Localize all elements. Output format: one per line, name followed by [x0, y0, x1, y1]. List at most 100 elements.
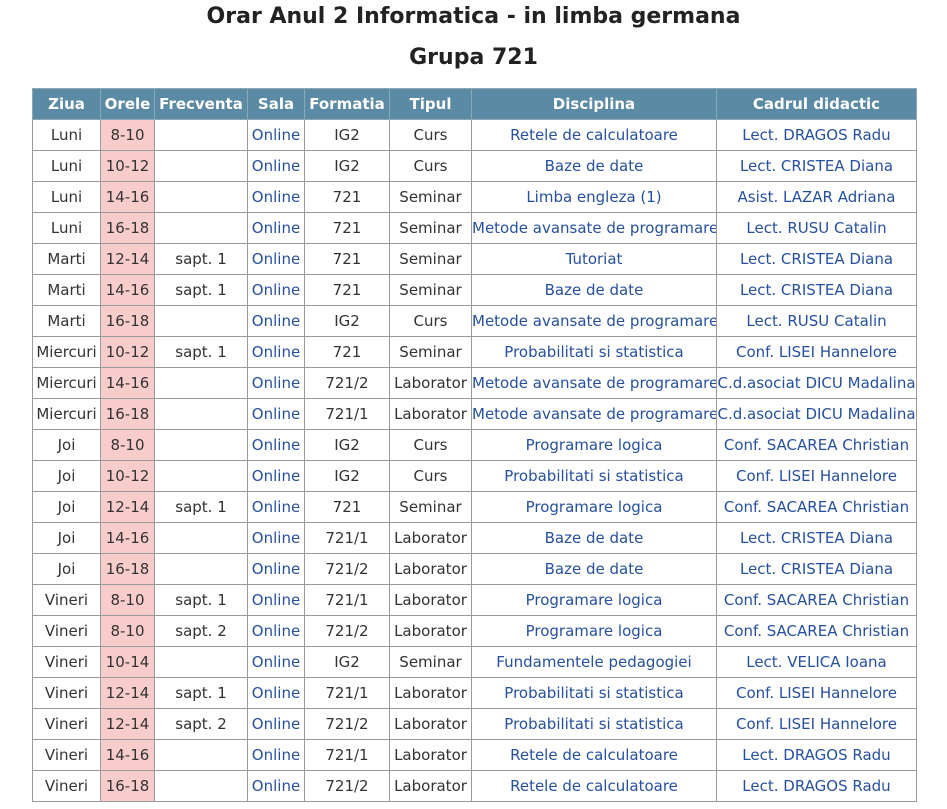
course-link[interactable]: Limba engleza (1)	[471, 181, 717, 213]
teacher-link[interactable]: Conf. LISEI Hannelore	[716, 460, 917, 492]
teacher-link[interactable]: Conf. SACAREA Christian	[716, 491, 917, 523]
course-link[interactable]: Baze de date	[471, 522, 717, 554]
hours-cell: 14-16	[100, 522, 155, 554]
teacher-link[interactable]: Lect. CRISTEA Diana	[716, 553, 917, 585]
room-link[interactable]: Online	[247, 212, 305, 244]
room-link[interactable]: Online	[247, 398, 305, 430]
table-row: Vineri 8-10 sapt. 1 Online 721/1 Laborator Pro…	[32, 584, 917, 616]
course-link[interactable]: Baze de date	[471, 553, 717, 585]
teacher-link[interactable]: Lect. DRAGOS Radu	[716, 119, 917, 151]
hours-cell: 16-18	[100, 305, 155, 337]
group-link: 721	[304, 491, 390, 523]
room-link[interactable]: Online	[247, 305, 305, 337]
teacher-link[interactable]: Conf. SACAREA Christian	[716, 584, 917, 616]
room-link[interactable]: Online	[247, 243, 305, 275]
teacher-link[interactable]: Asist. LAZAR Adriana	[716, 181, 917, 213]
teacher-link[interactable]: Conf. SACAREA Christian	[716, 615, 917, 647]
course-link[interactable]: Probabilitati si statistica	[471, 336, 717, 368]
course-link[interactable]: Programare logica	[471, 491, 717, 523]
frequency-cell	[154, 398, 248, 430]
day-cell: Vineri	[32, 584, 101, 616]
room-link[interactable]: Online	[247, 522, 305, 554]
room-link[interactable]: Online	[247, 677, 305, 709]
course-link[interactable]: Programare logica	[471, 429, 717, 461]
group-link: 721/2	[304, 367, 390, 399]
room-link[interactable]: Online	[247, 367, 305, 399]
course-link[interactable]: Probabilitati si statistica	[471, 677, 717, 709]
room-link[interactable]: Online	[247, 491, 305, 523]
room-link[interactable]: Online	[247, 274, 305, 306]
teacher-link[interactable]: Lect. DRAGOS Radu	[716, 739, 917, 771]
hours-cell: 10-12	[100, 460, 155, 492]
room-link[interactable]: Online	[247, 770, 305, 802]
teacher-link[interactable]: Conf. LISEI Hannelore	[716, 677, 917, 709]
teacher-link[interactable]: Conf. LISEI Hannelore	[716, 708, 917, 740]
teacher-link[interactable]: C.d.asociat DICU Madalina	[716, 398, 917, 430]
group-link: IG2	[304, 460, 390, 492]
type-cell: Seminar	[389, 336, 472, 368]
course-link[interactable]: Tutoriat	[471, 243, 717, 275]
day-cell: Luni	[32, 150, 101, 182]
teacher-link[interactable]: Lect. CRISTEA Diana	[716, 243, 917, 275]
teacher-link[interactable]: Conf. SACAREA Christian	[716, 429, 917, 461]
teacher-link[interactable]: Lect. CRISTEA Diana	[716, 150, 917, 182]
teacher-link[interactable]: Lect. CRISTEA Diana	[716, 522, 917, 554]
table-row: Miercuri 10-12 sapt. 1 Online 721 Seminar Prob…	[32, 336, 917, 368]
course-link[interactable]: Fundamentele pedagogiei	[471, 646, 717, 678]
course-link[interactable]: Programare logica	[471, 584, 717, 616]
course-link[interactable]: Metode avansate de programare	[471, 398, 717, 430]
room-link[interactable]: Online	[247, 553, 305, 585]
course-link[interactable]: Retele de calculatoare	[471, 119, 717, 151]
frequency-cell: sapt. 1	[154, 243, 248, 275]
course-link[interactable]: Probabilitati si statistica	[471, 460, 717, 492]
frequency-cell	[154, 429, 248, 461]
teacher-link[interactable]: Lect. VELICA Ioana	[716, 646, 917, 678]
hours-cell: 12-14	[100, 708, 155, 740]
teacher-link[interactable]: Lect. CRISTEA Diana	[716, 274, 917, 306]
group-link: 721/1	[304, 522, 390, 554]
type-cell: Seminar	[389, 274, 472, 306]
course-link[interactable]: Metode avansate de programare	[471, 305, 717, 337]
group-link: 721	[304, 212, 390, 244]
hours-cell: 14-16	[100, 739, 155, 771]
group-link: 721/2	[304, 708, 390, 740]
room-link[interactable]: Online	[247, 336, 305, 368]
course-link[interactable]: Retele de calculatoare	[471, 770, 717, 802]
room-link[interactable]: Online	[247, 584, 305, 616]
day-cell: Luni	[32, 119, 101, 151]
hours-cell: 16-18	[100, 770, 155, 802]
hours-cell: 10-14	[100, 646, 155, 678]
course-link[interactable]: Metode avansate de programare	[471, 212, 717, 244]
room-link[interactable]: Online	[247, 119, 305, 151]
course-link[interactable]: Retele de calculatoare	[471, 739, 717, 771]
hours-cell: 12-14	[100, 677, 155, 709]
teacher-link[interactable]: Lect. DRAGOS Radu	[716, 770, 917, 802]
room-link[interactable]: Online	[247, 429, 305, 461]
room-link[interactable]: Online	[247, 708, 305, 740]
course-link[interactable]: Baze de date	[471, 274, 717, 306]
type-cell: Curs	[389, 305, 472, 337]
schedule-header: Ziua Orele Frecventa Sala Formatia Tipul…	[32, 88, 917, 120]
teacher-link[interactable]: C.d.asociat DICU Madalina	[716, 367, 917, 399]
header-sala: Sala	[247, 88, 305, 120]
room-link[interactable]: Online	[247, 739, 305, 771]
room-link[interactable]: Online	[247, 615, 305, 647]
hours-cell: 8-10	[100, 584, 155, 616]
teacher-link[interactable]: Conf. LISEI Hannelore	[716, 336, 917, 368]
type-cell: Laborator	[389, 367, 472, 399]
teacher-link[interactable]: Lect. RUSU Catalin	[716, 305, 917, 337]
course-link[interactable]: Baze de date	[471, 150, 717, 182]
table-row: Miercuri 16-18 Online 721/1 Laborator Metode …	[32, 398, 917, 430]
room-link[interactable]: Online	[247, 181, 305, 213]
room-link[interactable]: Online	[247, 460, 305, 492]
room-link[interactable]: Online	[247, 646, 305, 678]
course-link[interactable]: Metode avansate de programare	[471, 367, 717, 399]
group-link: 721/2	[304, 770, 390, 802]
course-link[interactable]: Programare logica	[471, 615, 717, 647]
teacher-link[interactable]: Lect. RUSU Catalin	[716, 212, 917, 244]
schedule-body: Luni 8-10 Online IG2 Curs Retele de calculato…	[32, 119, 917, 802]
group-link: IG2	[304, 119, 390, 151]
type-cell: Seminar	[389, 491, 472, 523]
course-link[interactable]: Probabilitati si statistica	[471, 708, 717, 740]
room-link[interactable]: Online	[247, 150, 305, 182]
